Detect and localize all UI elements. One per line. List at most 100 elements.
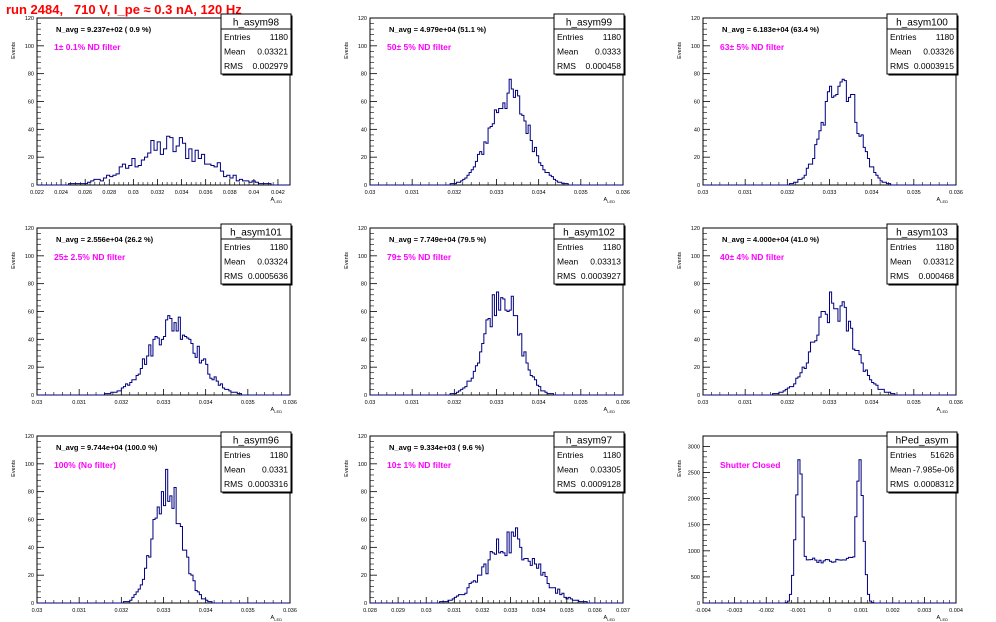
- x-tick-label: -0.002: [758, 608, 774, 614]
- x-tick-label: 0.035: [907, 190, 921, 196]
- stats-value: 0.000468: [919, 271, 955, 281]
- x-tick-label: 0.034: [532, 400, 546, 406]
- x-tick-label: 0.031: [72, 608, 86, 614]
- y-tick-label: 40: [694, 127, 700, 133]
- y-tick-label: 60: [361, 100, 367, 106]
- y-axis-label: Events: [11, 252, 17, 269]
- x-tick-label: 0.034: [175, 190, 189, 196]
- x-tick-label: 0.035: [574, 400, 588, 406]
- x-tick-label: 0.03: [365, 190, 376, 196]
- x-tick-label: 0.04: [248, 190, 259, 196]
- x-tick-label: 0.035: [560, 608, 574, 614]
- x-tick-label: 0.032: [114, 400, 128, 406]
- y-tick-label: 40: [28, 127, 34, 133]
- x-tick-label: 0.031: [447, 608, 461, 614]
- y-tick-label: 1500: [688, 523, 700, 529]
- y-tick-label: 0: [364, 393, 367, 399]
- histogram-panel-h_asym99: 0 20 40 60 80 100 120 0.03 0.031 0.032 0.033 0.034 0…: [344, 13, 630, 204]
- stats-value: 0.03305: [590, 465, 621, 475]
- x-tick-label: 0.028: [102, 190, 116, 196]
- y-tick-label: 120: [25, 226, 34, 232]
- stats-value: 1180: [936, 32, 955, 42]
- x-tick-label: 0.03: [698, 190, 709, 196]
- stats-key: Mean: [890, 465, 912, 475]
- filter-label: 50± 5% ND filter: [387, 42, 452, 52]
- stats-value: 0.0005636: [248, 271, 288, 281]
- y-tick-label: 0: [364, 601, 367, 607]
- histogram-panel-h_asym103: 0 20 40 60 80 100 120 0.03 0.031 0.032 0.033 0.034 0…: [677, 223, 963, 414]
- stats-key: Entries: [224, 32, 250, 42]
- stats-value: 0.03313: [590, 257, 621, 267]
- stats-key: Mean: [557, 465, 579, 475]
- y-tick-label: 100: [358, 462, 367, 468]
- stats-key: RMS: [224, 479, 243, 489]
- x-tick-label: 0.03: [128, 190, 139, 196]
- filter-label: 79± 5% ND filter: [387, 252, 452, 262]
- stats-value: 1180: [270, 450, 289, 460]
- y-tick-label: 100: [358, 254, 367, 260]
- y-tick-label: 80: [28, 282, 34, 288]
- x-axis-label: ALED: [937, 407, 949, 414]
- x-tick-label: 0.003: [917, 608, 931, 614]
- y-tick-label: 20: [361, 365, 367, 371]
- navg-label: N_avg = 9.334e+03 ( 9.6 %): [389, 443, 485, 452]
- histogram-line: [370, 78, 623, 186]
- histogram-panel-h_asym98: 0 20 40 60 80 100 120 0.022 0.024 0.026 0.028 0.03 0…: [11, 13, 293, 204]
- y-tick-label: 40: [361, 337, 367, 343]
- y-tick-label: 120: [691, 16, 700, 22]
- y-tick-label: 20: [694, 155, 700, 161]
- y-tick-label: 3000: [688, 444, 700, 450]
- y-tick-label: 80: [361, 72, 367, 78]
- y-tick-label: 120: [691, 226, 700, 232]
- y-tick-label: 40: [28, 545, 34, 551]
- stats-key: RMS: [890, 271, 909, 281]
- x-tick-label: 0.032: [114, 608, 128, 614]
- histogram-line: [703, 291, 956, 396]
- stats-value: 1180: [603, 450, 622, 460]
- x-tick-label: 0.037: [616, 608, 630, 614]
- x-tick-label: 0.002: [886, 608, 900, 614]
- stats-box: [220, 223, 292, 285]
- stats-value: 0.0008312: [914, 479, 954, 489]
- y-tick-label: 20: [361, 155, 367, 161]
- histogram-name: h_asym102: [563, 228, 615, 239]
- stats-value: 0.0003915: [914, 61, 954, 71]
- x-tick-label: 0.036: [283, 608, 297, 614]
- x-tick-label: 0.036: [616, 190, 630, 196]
- navg-label: N_avg = 7.749e+04 (79.5 %): [389, 235, 487, 244]
- x-tick-label: 0.036: [949, 190, 963, 196]
- stats-key: RMS: [224, 61, 243, 71]
- stats-key: Mean: [224, 47, 246, 57]
- y-tick-label: 20: [28, 155, 34, 161]
- stats-value: 0.002979: [253, 61, 289, 71]
- x-tick-label: 0.036: [199, 190, 213, 196]
- navg-label: N_avg = 9.237e+02 ( 0.9 %): [56, 25, 152, 34]
- x-tick-label: -0.003: [727, 608, 743, 614]
- x-tick-label: 0.035: [574, 190, 588, 196]
- y-axis-label: Events: [11, 460, 17, 477]
- stats-value: 0.0009128: [581, 479, 621, 489]
- filter-label: 40± 4% ND filter: [720, 252, 785, 262]
- stats-key: Mean: [890, 47, 912, 57]
- stats-key: Mean: [890, 257, 912, 267]
- stats-value: 1180: [603, 242, 622, 252]
- y-tick-label: 40: [361, 545, 367, 551]
- x-tick-label: 0.03: [365, 400, 376, 406]
- x-tick-label: 0.033: [490, 190, 504, 196]
- navg-label: N_avg = 2.556e+04 (26.2 %): [56, 235, 154, 244]
- page-title: run 2484, 710 V, I_pe ≈ 0.3 nA, 120 Hz: [6, 2, 242, 17]
- x-tick-label: 0.034: [199, 400, 213, 406]
- y-tick-label: 0: [697, 393, 700, 399]
- x-axis-label: ALED: [604, 615, 616, 622]
- y-tick-label: 100: [691, 254, 700, 260]
- y-tick-label: 80: [28, 490, 34, 496]
- stats-key: Mean: [224, 465, 246, 475]
- y-tick-label: 1000: [688, 549, 700, 555]
- y-tick-label: 100: [25, 254, 34, 260]
- x-tick-label: 0.024: [54, 190, 68, 196]
- x-tick-label: 0.028: [363, 608, 377, 614]
- navg-label: N_avg = 6.183e+04 (63.4 %): [722, 25, 820, 34]
- y-tick-label: 120: [25, 434, 34, 440]
- histogram-line: [37, 315, 290, 396]
- y-tick-label: 60: [28, 310, 34, 316]
